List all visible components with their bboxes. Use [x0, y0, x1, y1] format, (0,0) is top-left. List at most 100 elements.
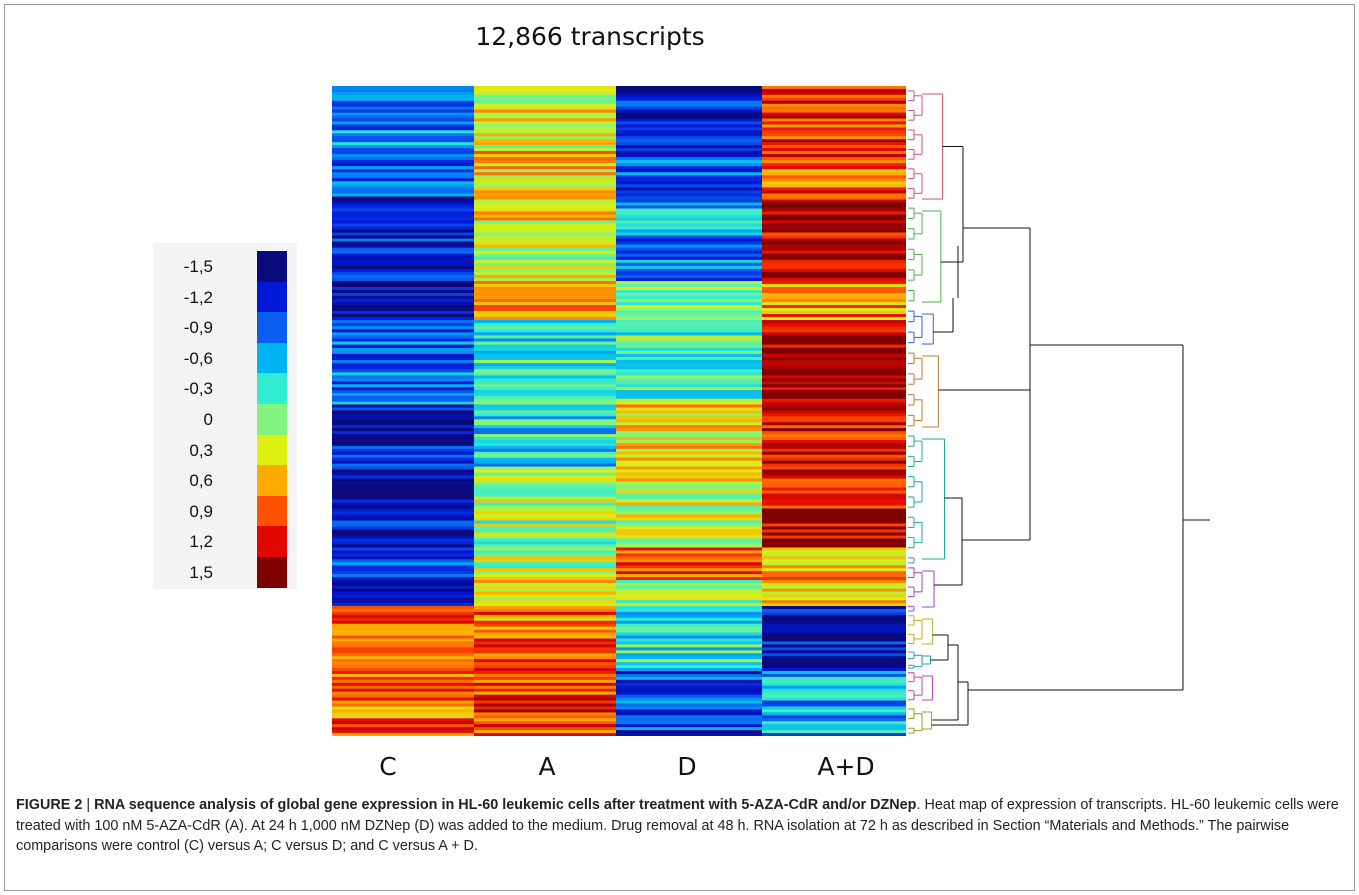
heatmap-cell	[332, 287, 474, 291]
heatmap-cell	[762, 250, 906, 255]
heatmap-cell	[616, 559, 762, 563]
heatmap-cell	[474, 568, 616, 572]
heatmap-cell	[762, 265, 906, 270]
heatmap-cell	[332, 608, 474, 613]
heatmap-cell	[474, 133, 616, 137]
heatmap-cell	[762, 332, 906, 336]
heatmap-cell	[762, 508, 906, 513]
heatmap-cell	[474, 214, 616, 219]
heatmap-cell	[332, 401, 474, 406]
heatmap-cell	[474, 274, 616, 279]
heatmap-cell	[474, 422, 616, 426]
heatmap-cell	[762, 121, 906, 125]
heatmap-cell	[474, 490, 616, 495]
heatmap-cell	[332, 202, 474, 207]
heatmap-cell	[332, 582, 474, 587]
heatmap-cell	[762, 700, 906, 705]
heatmap-cell	[474, 472, 616, 477]
heatmap-cell	[762, 706, 906, 710]
heatmap-cell	[762, 685, 906, 690]
heatmap-cell	[762, 691, 906, 696]
heatmap-cell	[762, 317, 906, 321]
heatmap-cell	[332, 387, 474, 391]
heatmap-cell	[762, 614, 906, 619]
heatmap-cell	[616, 688, 762, 693]
heatmap-cell	[762, 229, 906, 234]
heatmap-cell	[332, 419, 474, 423]
heatmap-cell	[762, 363, 906, 367]
heatmap-cell	[762, 100, 906, 105]
heatmap-cell	[616, 550, 762, 554]
heatmap-cell	[332, 398, 474, 403]
heatmap-cell	[762, 256, 906, 261]
heatmap-cell	[332, 235, 474, 240]
heatmap-cell	[474, 121, 616, 125]
heatmap-cell	[762, 499, 906, 504]
heatmap-cell	[762, 727, 906, 731]
heatmap-cell	[762, 163, 906, 167]
heatmap-cell	[474, 493, 616, 498]
heatmap-cell	[616, 353, 762, 358]
legend-tick-label: -0,3	[183, 379, 213, 399]
heatmap-cell	[616, 381, 762, 385]
heatmap-cell	[762, 679, 906, 684]
heatmap-cell	[474, 118, 616, 123]
heatmap-cell	[616, 638, 762, 643]
heatmap-cell	[332, 366, 474, 370]
heatmap-cell	[332, 597, 474, 601]
heatmap-cell	[616, 145, 762, 149]
heatmap-cell	[616, 166, 762, 170]
heatmap-cell	[762, 241, 906, 246]
heatmap-cell	[616, 398, 762, 403]
heatmap-cell	[332, 679, 474, 684]
heatmap-cell	[616, 271, 762, 276]
heatmap-cell	[762, 724, 906, 728]
heatmap-cell	[332, 709, 474, 713]
heatmap-cell	[616, 302, 762, 306]
heatmap-cell	[616, 571, 762, 575]
heatmap-cell	[616, 401, 762, 406]
heatmap-cell	[474, 466, 616, 471]
heatmap-cell	[474, 151, 616, 155]
heatmap-cell	[332, 577, 474, 581]
heatmap-cell	[332, 635, 474, 640]
heatmap-cell	[474, 329, 616, 333]
heatmap-cell	[332, 157, 474, 161]
heatmap-cell	[616, 404, 762, 409]
heatmap-cell	[332, 229, 474, 234]
heatmap-cell	[616, 136, 762, 140]
heatmap-cell	[616, 523, 762, 528]
heatmap-cell	[474, 706, 616, 710]
heatmap-cell	[762, 157, 906, 161]
heatmap-cell	[616, 392, 762, 397]
heatmap-cell	[474, 175, 616, 179]
heatmap-cell	[332, 659, 474, 663]
heatmap-cell	[762, 145, 906, 149]
heatmap-cell	[762, 178, 906, 182]
heatmap-cell	[332, 460, 474, 465]
heatmap-cell	[762, 526, 906, 531]
heatmap-cell	[762, 475, 906, 480]
heatmap-cell	[616, 520, 762, 525]
heatmap-cell	[616, 193, 762, 198]
heatmap-cell	[474, 317, 616, 321]
heatmap-cell	[762, 148, 906, 152]
heatmap-cell	[474, 338, 616, 343]
heatmap-cell	[616, 369, 762, 373]
heatmap-cell	[332, 262, 474, 267]
heatmap-cell	[762, 196, 906, 201]
heatmap-cell	[616, 697, 762, 702]
heatmap-cell	[762, 611, 906, 616]
heatmap-cell	[474, 181, 616, 185]
heatmap-cell	[762, 226, 906, 231]
heatmap-cell	[332, 217, 474, 222]
column-label-a: A	[538, 752, 556, 781]
heatmap-cell	[762, 517, 906, 522]
heatmap-cell	[332, 238, 474, 243]
heatmap-cell	[332, 178, 474, 182]
heatmap-cell	[332, 715, 474, 719]
heatmap-cell	[616, 407, 762, 411]
heatmap-cell	[616, 457, 762, 462]
heatmap-cell	[474, 718, 616, 722]
heatmap-cell	[762, 520, 906, 525]
